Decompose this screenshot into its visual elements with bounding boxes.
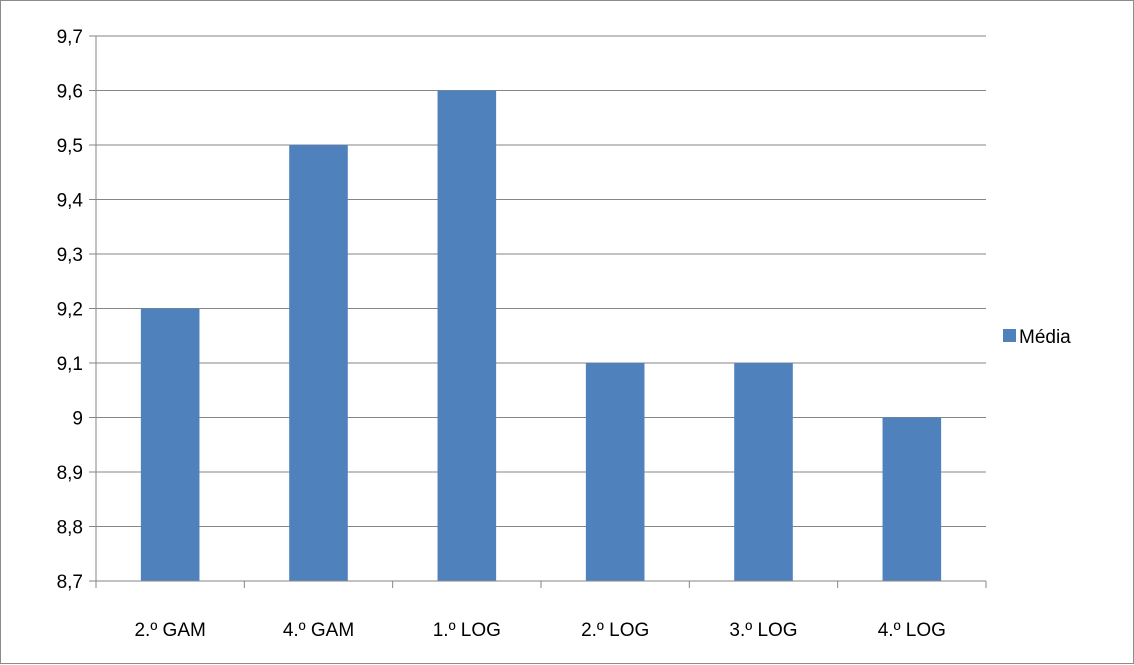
x-tick-label: 2.º LOG bbox=[581, 620, 649, 641]
x-tick-labels: 2.º GAM 4.º GAM 1.º LOG 2.º LOG 3.º LOG 4.º L… bbox=[134, 620, 945, 641]
y-tick-label: 9,6 bbox=[57, 82, 83, 103]
bar-4 bbox=[585, 363, 645, 581]
y-tick-label: 9,3 bbox=[57, 245, 83, 266]
y-tick-label: 9,2 bbox=[57, 300, 83, 321]
bar-1 bbox=[140, 308, 200, 581]
y-tick-label: 8,8 bbox=[57, 518, 83, 539]
x-tick-label: 4.º GAM bbox=[283, 620, 354, 641]
y-tick-label: 9 bbox=[72, 409, 83, 430]
y-tick-labels: 8,7 8,8 8,9 9 9,1 9,2 9,3 9,4 9,5 9,6 9,7 bbox=[57, 27, 84, 593]
y-tick-label: 9,5 bbox=[57, 136, 83, 157]
gridlines bbox=[96, 35, 986, 527]
x-tick-label: 2.º GAM bbox=[134, 620, 205, 641]
bar-2 bbox=[289, 145, 348, 581]
legend-label-media: Média bbox=[1019, 327, 1071, 348]
y-tick-label: 8,9 bbox=[57, 463, 83, 484]
y-tick-label: 8,7 bbox=[57, 572, 83, 593]
axes bbox=[89, 35, 987, 588]
y-tick-label: 9,4 bbox=[57, 191, 84, 212]
x-tick-label: 4.º LOG bbox=[878, 620, 946, 641]
x-tick-label: 1.º LOG bbox=[433, 620, 501, 641]
bar-3 bbox=[437, 90, 497, 581]
legend-swatch-media bbox=[1003, 329, 1016, 342]
bars bbox=[140, 90, 942, 581]
legend: Média bbox=[1003, 327, 1071, 348]
y-tick-label: 9,7 bbox=[57, 27, 83, 48]
bar-5 bbox=[734, 363, 793, 581]
bar-6 bbox=[882, 417, 942, 581]
x-tick-label: 3.º LOG bbox=[729, 620, 797, 641]
y-tick-label: 9,1 bbox=[57, 354, 83, 375]
